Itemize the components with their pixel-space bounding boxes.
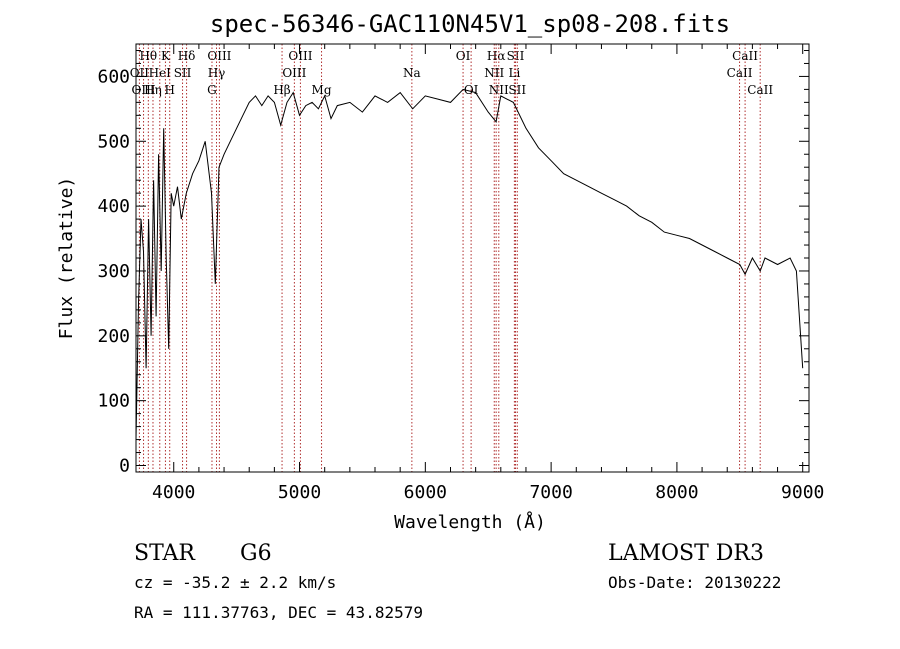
spectral-line-label: H: [164, 83, 174, 97]
object-subclass: G6: [240, 541, 272, 566]
x-tick-label: 6000: [404, 482, 447, 503]
object-class: STAR: [134, 541, 196, 566]
survey-label: LAMOST DR3: [608, 541, 764, 566]
obs-date-text: Obs-Date: 20130222: [608, 573, 781, 592]
spectral-line-label: Hδ: [178, 49, 196, 63]
y-tick-label: 600: [97, 66, 130, 87]
y-tick-label: 400: [97, 196, 130, 217]
spectral-line-label: HeI: [149, 66, 172, 80]
spectral-line-label: OII: [130, 66, 150, 80]
spectral-line-label: Hγ: [208, 66, 226, 80]
x-axis-label: Wavelength (Å): [394, 511, 546, 533]
plot-frame: [135, 43, 810, 473]
spectral-line-label: SII: [507, 49, 525, 63]
x-tick-label: 8000: [655, 482, 698, 503]
spectral-line-label: Hη: [144, 83, 162, 97]
spectral-line-label: CaII: [727, 66, 753, 80]
y-tick-label: 0: [119, 456, 130, 477]
spectral-line-label: OIII: [288, 49, 312, 63]
y-axis: 0 100 200 300 400 500 600: [97, 49, 809, 477]
y-tick-label: 200: [97, 326, 130, 347]
spectral-line-label: Hβ: [273, 83, 290, 97]
y-tick-label: 500: [97, 131, 130, 152]
y-axis-label: Flux (relative): [56, 177, 77, 340]
spectral-line-label: OIII: [132, 83, 156, 97]
spectral-line-label: CaII: [732, 49, 758, 63]
chart-title: spec-56346-GAC110N45V1_sp08-208.fits: [210, 10, 730, 38]
spectral-line-label: Hθ: [139, 49, 157, 63]
y-tick-label: 300: [97, 261, 130, 282]
x-tick-label: 9000: [781, 482, 824, 503]
spectral-line-label: NII: [489, 83, 509, 97]
redshift-text: cz = -35.2 ± 2.2 km/s: [134, 573, 336, 592]
spectral-line-label: SII: [174, 66, 192, 80]
spectral-line-label: SII: [508, 83, 526, 97]
spectral-line-label: Na: [403, 66, 421, 80]
series-line-flux: [135, 88, 804, 440]
coordinates-text: RA = 111.37763, DEC = 43.82579: [134, 603, 423, 622]
spectral-line-label: Mg: [312, 83, 332, 97]
spectral-line-label: K: [161, 49, 171, 63]
series-layer: [135, 88, 804, 440]
spectral-line-label: OIII: [207, 49, 231, 63]
x-tick-label: 7000: [529, 482, 572, 503]
x-tick-label: 5000: [278, 482, 321, 503]
spectral-line-label: G: [207, 83, 217, 97]
spectral-line-label: NII: [484, 66, 504, 80]
spectral-line-label: CaII: [747, 83, 773, 97]
spectral-line-label: OI: [456, 49, 471, 63]
x-axis: 4000 5000 6000 7000 8000 9000: [152, 44, 824, 503]
spectral-line-label: Li: [508, 66, 520, 80]
x-tick-label: 4000: [152, 482, 195, 503]
spectral-line-label: Hα: [487, 49, 506, 63]
spectral-line-label: OI: [464, 83, 479, 97]
spectral-line-label: OIII: [282, 66, 306, 80]
y-tick-label: 100: [97, 391, 130, 412]
